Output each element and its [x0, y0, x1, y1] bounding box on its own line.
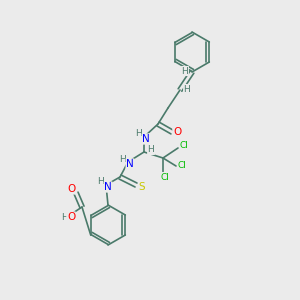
- Text: Cl: Cl: [180, 142, 188, 151]
- Text: O: O: [173, 127, 181, 137]
- Text: H: H: [61, 214, 68, 223]
- Text: O: O: [67, 212, 75, 222]
- Text: N: N: [142, 134, 150, 144]
- Text: Cl: Cl: [178, 161, 186, 170]
- Text: H: H: [148, 146, 154, 154]
- Text: N: N: [104, 182, 112, 192]
- Text: H: H: [97, 178, 104, 187]
- Text: H: H: [184, 85, 190, 94]
- Text: H: H: [135, 130, 141, 139]
- Text: N: N: [126, 159, 134, 169]
- Text: S: S: [139, 182, 145, 192]
- Text: O: O: [67, 184, 75, 194]
- Text: H: H: [118, 154, 125, 164]
- Text: H: H: [182, 67, 188, 76]
- Text: Cl: Cl: [160, 172, 169, 182]
